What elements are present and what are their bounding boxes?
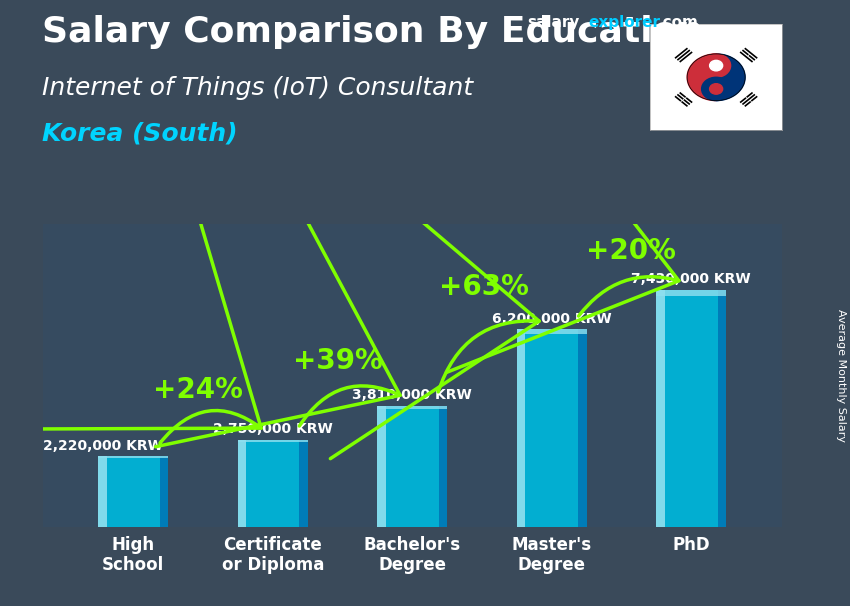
FancyArrowPatch shape [446, 83, 679, 373]
Text: +24%: +24% [153, 376, 243, 404]
Text: +39%: +39% [292, 347, 382, 375]
Text: +63%: +63% [439, 273, 529, 301]
Text: Internet of Things (IoT) Consultant: Internet of Things (IoT) Consultant [42, 76, 473, 100]
Bar [517, 330, 525, 527]
Bar [517, 330, 586, 335]
Text: Average Monthly Salary: Average Monthly Salary [836, 309, 846, 442]
Bar [99, 456, 168, 527]
Bar [439, 405, 447, 527]
Bar [656, 290, 726, 527]
Polygon shape [716, 54, 745, 101]
Text: explorer: explorer [588, 15, 660, 30]
Bar [238, 439, 308, 442]
Bar [656, 290, 726, 296]
Circle shape [710, 61, 722, 71]
Bar [578, 330, 586, 527]
Bar [377, 405, 447, 527]
Circle shape [701, 54, 731, 77]
Bar [717, 290, 726, 527]
Bar [99, 456, 107, 527]
Text: Korea (South): Korea (South) [42, 121, 238, 145]
Text: 7,430,000 KRW: 7,430,000 KRW [632, 273, 751, 287]
Bar [377, 405, 447, 408]
Bar [517, 330, 586, 527]
Text: 6,200,000 KRW: 6,200,000 KRW [492, 311, 612, 325]
Bar [238, 439, 246, 527]
Polygon shape [687, 54, 716, 101]
Bar [99, 456, 168, 458]
Text: salary: salary [527, 15, 580, 30]
Bar [299, 439, 308, 527]
Bar [160, 456, 168, 527]
Bar [377, 405, 386, 527]
FancyArrowPatch shape [11, 188, 261, 443]
FancyArrowPatch shape [156, 175, 400, 447]
Text: 3,810,000 KRW: 3,810,000 KRW [353, 388, 472, 402]
Bar [656, 290, 665, 527]
Bar [238, 439, 308, 527]
Text: +20%: +20% [586, 237, 676, 265]
Text: 2,220,000 KRW: 2,220,000 KRW [42, 439, 162, 453]
Text: Salary Comparison By Education: Salary Comparison By Education [42, 15, 704, 49]
Text: .com: .com [658, 15, 699, 30]
FancyArrowPatch shape [331, 159, 539, 459]
Circle shape [701, 77, 731, 101]
Circle shape [710, 84, 722, 94]
Text: 2,750,000 KRW: 2,750,000 KRW [212, 422, 332, 436]
